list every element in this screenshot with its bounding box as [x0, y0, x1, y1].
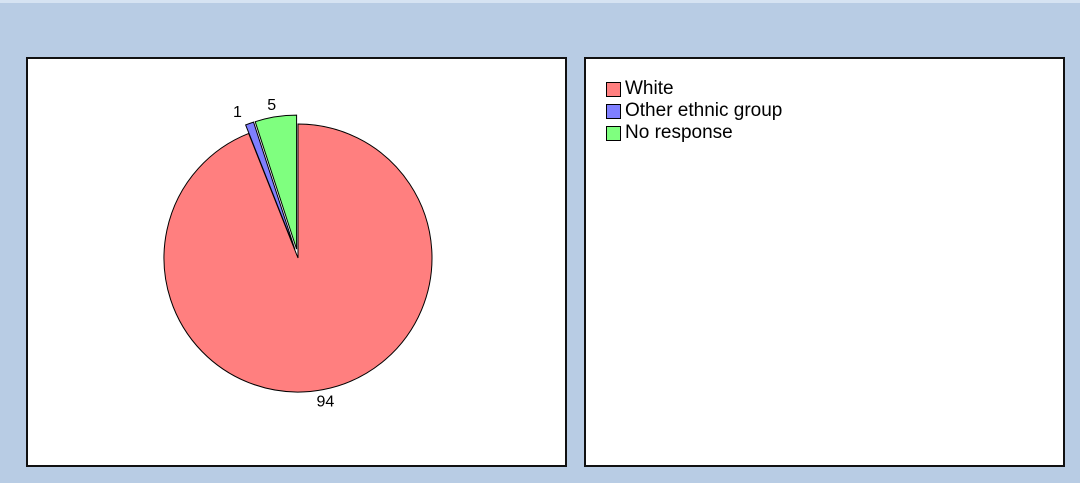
data-label-white: 94 [316, 393, 334, 410]
pie-slice-white [163, 123, 433, 393]
legend-item-other-ethnic-group: Other ethnic group [606, 101, 782, 121]
pie-slice-other-ethnic-group [244, 121, 296, 250]
legend-swatch-no-response [606, 125, 621, 141]
legend-label-white: White [625, 78, 674, 99]
data-label-no-response: 5 [267, 97, 276, 114]
pie-chart: 94 1 5 [163, 97, 433, 410]
pie-slice-no-response [254, 114, 298, 250]
legend-panel: White Other ethnic group No response [584, 57, 1065, 467]
legend-swatch-white [606, 81, 621, 97]
pie-chart-panel: 94 1 5 [26, 57, 567, 467]
legend-label-other-ethnic-group: Other ethnic group [625, 100, 783, 121]
legend-label-no-response: No response [625, 122, 733, 143]
data-label-other-ethnic-group: 1 [233, 104, 242, 121]
legend-swatch-other-ethnic-group [606, 103, 621, 119]
legend: White Other ethnic group No response [606, 79, 782, 145]
legend-item-no-response: No response [606, 123, 782, 143]
legend-item-white: White [606, 79, 782, 99]
